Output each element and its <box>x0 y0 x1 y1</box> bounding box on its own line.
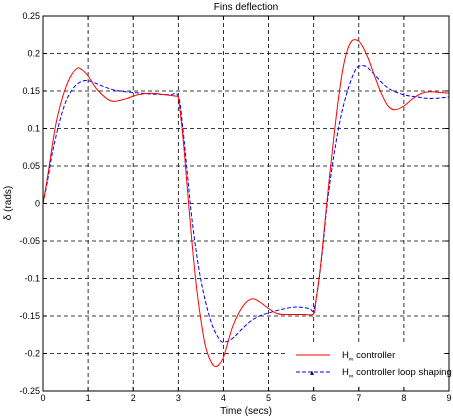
legend-label-hinf-loop-shaping-sub: ∞ <box>349 373 354 380</box>
y-tick-label: -0.1 <box>24 274 40 284</box>
x-tick-label: 6 <box>311 393 316 403</box>
x-tick-label: 7 <box>356 393 361 403</box>
chart-title: Fins deflection <box>214 2 278 13</box>
grid <box>43 16 449 391</box>
y-tick-label: 0.25 <box>22 11 40 21</box>
x-tick-label: 2 <box>131 393 136 403</box>
x-tick-label: 1 <box>86 393 91 403</box>
legend-entry-hinf-loop-shaping: ▴ H∞ controller loop shaping <box>296 367 452 380</box>
x-tick-label: 8 <box>401 393 406 403</box>
axis-ticks: 0 1 2 3 4 5 6 7 8 9 -0.25 -0.2 -0.15 -0.1 -0.05 0 0.05 0.… <box>19 11 451 403</box>
x-axis-label: Time (secs) <box>220 406 272 417</box>
y-tick-label: -0.2 <box>24 349 40 359</box>
legend-box <box>287 342 444 384</box>
svg-text:H∞ controller loop shaping: H∞ controller loop shaping <box>342 367 452 380</box>
y-tick-label: 0.2 <box>27 49 40 59</box>
series-line-hinf-controller <box>42 39 450 368</box>
legend-label-hinf-controller-main: H <box>342 350 349 361</box>
legend-entry-hinf-controller: H∞ controller <box>296 350 395 363</box>
legend: H∞ controller ▴ H∞ controller loop shapi… <box>287 342 452 384</box>
x-tick-label: 9 <box>446 393 451 403</box>
y-tick-label: 0.1 <box>27 124 40 134</box>
x-tick-label: 0 <box>40 393 45 403</box>
y-tick-label: 0 <box>35 199 40 209</box>
y-tick-label: 0.15 <box>22 86 40 96</box>
legend-label-hinf-controller-rest: controller <box>354 350 396 361</box>
legend-label-hinf-loop-shaping-rest: controller loop shaping <box>354 367 452 378</box>
series-lines <box>42 39 450 368</box>
x-tick-label: 4 <box>221 393 226 403</box>
y-tick-label: -0.05 <box>19 236 40 246</box>
legend-marker-hinf-loop-shaping: ▴ <box>310 368 314 377</box>
x-tick-label: 5 <box>266 393 271 403</box>
y-axis-label: δ (rads) <box>3 186 14 220</box>
x-tick-label: 3 <box>176 393 181 403</box>
legend-label-hinf-loop-shaping-main: H <box>342 367 349 378</box>
y-tick-label: -0.15 <box>19 311 40 321</box>
y-tick-label: 0.05 <box>22 161 40 171</box>
svg-text:H∞ controller: H∞ controller <box>342 350 395 363</box>
y-tick-label: -0.25 <box>19 386 40 396</box>
legend-label-hinf-controller-sub: ∞ <box>349 356 354 363</box>
